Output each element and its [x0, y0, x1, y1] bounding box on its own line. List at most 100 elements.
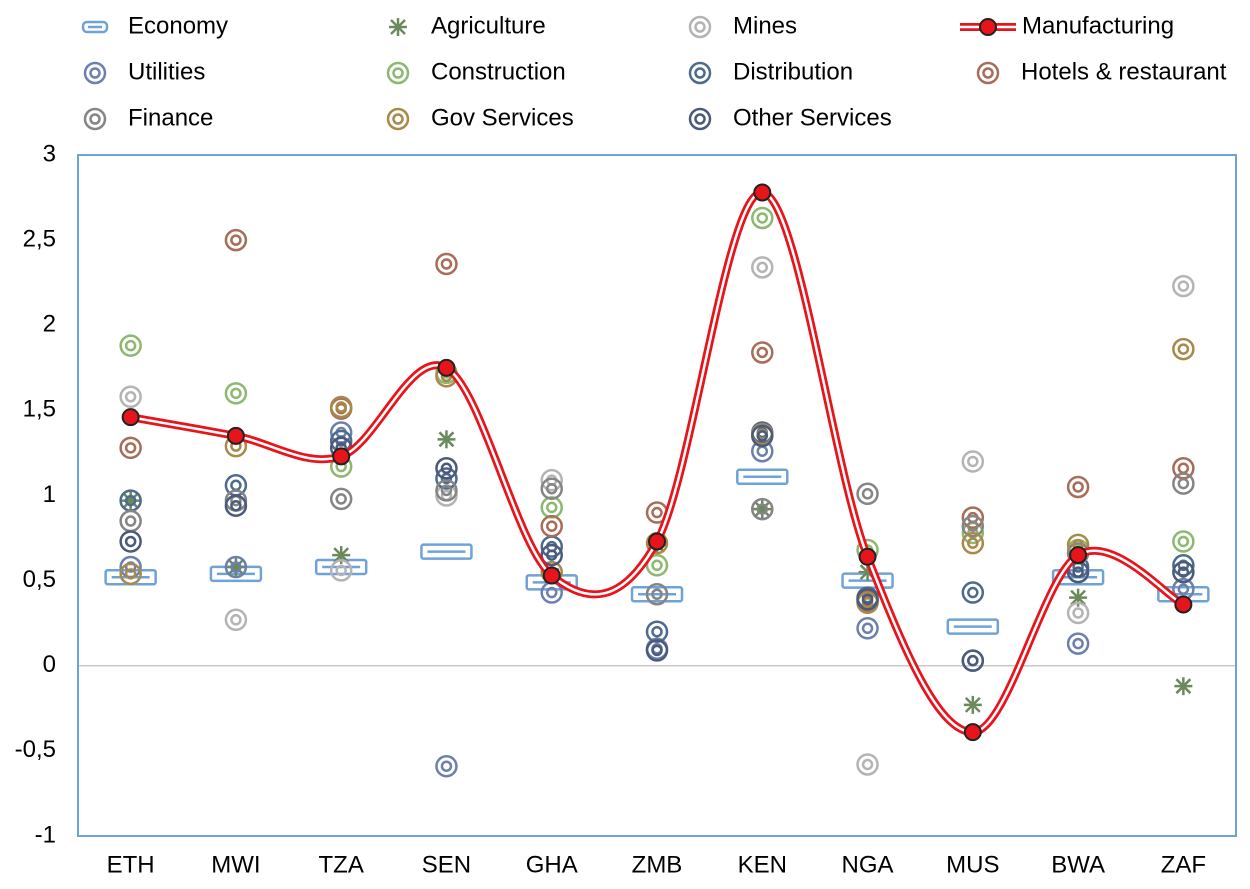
ring-marker [751, 341, 774, 364]
ring-inner [861, 622, 874, 635]
ring-inner [230, 387, 242, 400]
ring-inner [335, 401, 347, 413]
ring-inner [756, 430, 769, 442]
legend-label: Hotels & restaurant [1021, 58, 1227, 85]
ring-marker [688, 15, 712, 39]
asterisk-stroke [754, 501, 771, 518]
asterisk-marker [437, 430, 456, 449]
ring-marker [645, 554, 669, 577]
ring-inner [124, 515, 137, 527]
ring-marker [751, 256, 774, 279]
ring-marker [1172, 554, 1195, 577]
ring-inner [651, 588, 663, 600]
x-tick-label: TZA [319, 851, 364, 878]
ring-marker [688, 107, 712, 131]
ring-inner [89, 113, 101, 125]
legend-label: Agriculture [431, 12, 546, 39]
ring-inner [545, 520, 558, 532]
legend-item: Agriculture [389, 12, 546, 39]
x-tick-label: BWA [1051, 851, 1105, 878]
ring-marker [961, 514, 985, 538]
manufacturing-marker [979, 18, 997, 36]
ring-marker [976, 61, 1000, 85]
ring-marker [435, 479, 458, 502]
ring-inner [440, 462, 453, 475]
asterisk-marker [1174, 677, 1193, 696]
y-tick-label: 0 [43, 651, 56, 678]
manufacturing-line-inner [130, 191, 1184, 734]
asterisk-marker [121, 491, 140, 510]
ring-marker [751, 497, 774, 521]
y-tick-label: 1,5 [23, 396, 56, 423]
ring-inner [1072, 481, 1084, 493]
ring-inner [230, 561, 242, 573]
ring-marker [688, 61, 712, 85]
ring-inner [756, 503, 769, 515]
x-tick-label: GHA [526, 851, 578, 878]
manufacturing-marker [753, 183, 772, 202]
ring-marker [119, 334, 142, 357]
ring-marker [645, 582, 669, 606]
ring-marker [540, 514, 563, 538]
ring-inner [124, 494, 137, 507]
ring-marker [435, 754, 458, 778]
legend-item: Mines [688, 12, 797, 39]
ring-inner [1177, 477, 1190, 490]
ring-inner [967, 455, 979, 468]
asterisk-stroke [964, 697, 981, 713]
ring-marker [224, 555, 248, 579]
legend-label: Construction [431, 58, 566, 85]
ring-inner [1177, 280, 1190, 292]
series [121, 430, 1193, 714]
ring-marker [435, 457, 458, 480]
y-tick-label: -1 [35, 821, 56, 848]
ring-inner [335, 493, 347, 505]
ring-marker [119, 436, 142, 460]
ring-marker [386, 107, 410, 131]
ring-marker [961, 581, 985, 604]
ring-marker [386, 61, 410, 85]
ring-marker [1066, 601, 1090, 625]
asterisk-stroke [390, 19, 406, 35]
manufacturing-marker [121, 408, 140, 427]
economy-marker [946, 618, 1000, 635]
ring-inner [230, 499, 242, 512]
ring-inner [392, 67, 404, 79]
ring-marker [435, 467, 458, 490]
legend-label: Mines [733, 12, 797, 39]
ring-marker [961, 450, 985, 473]
ring-inner [124, 561, 137, 573]
ring-inner [545, 501, 558, 514]
asterisk-marker [753, 500, 772, 519]
ring-inner [967, 654, 979, 667]
y-tick-label: 2,5 [23, 225, 56, 252]
ring-inner [1177, 559, 1190, 572]
ring-marker [224, 494, 248, 517]
series [121, 183, 1193, 742]
ring-marker [435, 252, 458, 276]
economy-marker [630, 585, 684, 603]
x-tick-label: ZMB [632, 851, 683, 878]
ring-marker [1172, 530, 1195, 553]
legend-label: Economy [128, 12, 228, 39]
y-tick-label: 1 [43, 481, 56, 508]
asterisk-marker [963, 695, 982, 714]
y-tick-label: 2 [43, 311, 56, 338]
ring-inner [440, 484, 453, 497]
ring-inner [1072, 566, 1084, 578]
ring-inner [230, 234, 242, 246]
ring-inner [545, 549, 558, 561]
ring-marker [540, 496, 563, 519]
ring-marker [224, 608, 248, 632]
legend-item: Manufacturing [960, 12, 1174, 39]
manufacturing-marker [437, 358, 456, 377]
ring-marker [1172, 274, 1195, 298]
ring-marker [1172, 337, 1195, 361]
ring-inner [651, 506, 663, 519]
ring-marker [119, 562, 142, 586]
ring-inner [1177, 343, 1190, 355]
ring-inner [651, 625, 663, 638]
ring-inner [1177, 583, 1190, 595]
ring-marker [224, 228, 248, 252]
